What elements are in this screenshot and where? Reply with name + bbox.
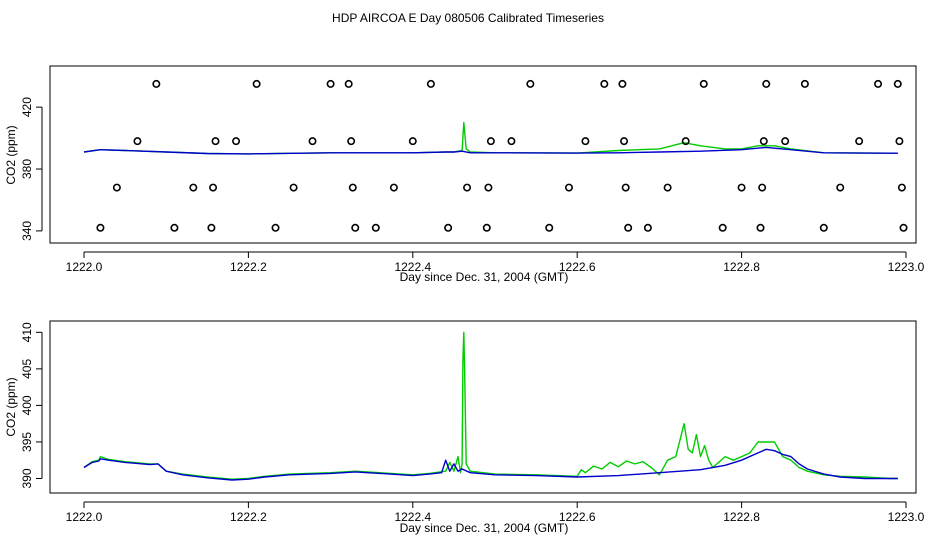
top-marker-point <box>482 223 491 232</box>
top-marker-point <box>718 223 727 232</box>
top-marker-point <box>463 183 472 192</box>
top-panel: 1222.0 1222.2 1222.4 1222.6 1222.8 1223.0 340… <box>4 65 925 284</box>
top-marker-point <box>758 183 767 192</box>
top-marker-point <box>762 79 771 88</box>
top-marker-point <box>444 223 453 232</box>
bottom-y-axis-label: CO2 (ppm) <box>4 377 18 436</box>
top-marker-point <box>189 183 198 192</box>
top-marker-point <box>351 223 360 232</box>
top-marker-point <box>836 183 845 192</box>
bottom-y-tick-label: 390 <box>20 468 34 488</box>
top-x-tick-label: 1222.4 <box>394 260 431 274</box>
top-marker-point <box>347 137 356 146</box>
top-marker-point <box>819 223 828 232</box>
top-marker-point <box>232 137 241 146</box>
top-marker-point <box>211 137 220 146</box>
bottom-y-tick-label: 395 <box>20 432 34 452</box>
top-marker-point <box>207 223 216 232</box>
top-x-axis: 1222.0 1222.2 1222.4 1222.6 1222.8 1223.0 <box>66 251 925 274</box>
top-marker-point <box>112 183 121 192</box>
top-marker-point <box>170 223 179 232</box>
top-marker-point <box>781 137 790 146</box>
bottom-panel: 1222.0 1222.2 1222.4 1222.6 1222.8 1223.0 390… <box>4 320 925 535</box>
bottom-y-axis: 390 395 400 405 410 <box>20 322 43 489</box>
top-marker-point <box>486 137 495 146</box>
top-marker-point <box>326 79 335 88</box>
top-x-tick-label: 1222.0 <box>66 260 103 274</box>
bottom-x-tick-label: 1222.4 <box>394 510 431 524</box>
top-marker-point <box>96 223 105 232</box>
bottom-y-tick-label: 400 <box>20 395 34 415</box>
top-marker-point <box>507 137 516 146</box>
top-marker-point <box>756 223 765 232</box>
top-marker-point <box>643 223 652 232</box>
top-marker-point <box>699 79 708 88</box>
bottom-x-tick-label: 1222.2 <box>230 510 267 524</box>
top-series-blue-line <box>83 146 898 155</box>
top-y-axis-label: CO2 (ppm) <box>4 125 18 184</box>
top-marker-point <box>389 183 398 192</box>
top-marker-point <box>348 183 357 192</box>
top-marker-point <box>800 79 809 88</box>
top-marker-point <box>526 79 535 88</box>
top-marker-point <box>620 137 629 146</box>
top-marker-point <box>484 183 493 192</box>
top-marker-point <box>252 79 261 88</box>
top-series-group <box>83 121 898 155</box>
top-marker-point <box>289 183 298 192</box>
bottom-x-axis: 1222.0 1222.2 1222.4 1222.6 1222.8 1223.0 <box>66 501 925 524</box>
bottom-series-blue-line <box>83 448 898 481</box>
top-marker-point <box>618 79 627 88</box>
figure-title: HDP AIRCOA E Day 080506 Calibrated Times… <box>332 11 604 25</box>
top-x-tick-label: 1223.0 <box>888 260 925 274</box>
top-y-tick-label: 420 <box>20 97 34 117</box>
top-marker-point <box>344 79 353 88</box>
bottom-x-tick-label: 1223.0 <box>888 510 925 524</box>
top-marker-point <box>408 137 417 146</box>
top-plot-frame <box>49 65 917 244</box>
top-marker-point <box>893 79 902 88</box>
bottom-plot-frame <box>49 320 917 494</box>
bottom-x-tick-label: 1222.8 <box>723 510 760 524</box>
top-marker-point <box>545 223 554 232</box>
top-y-axis: 340 380 420 <box>20 97 43 241</box>
bottom-y-tick-label: 405 <box>20 359 34 379</box>
top-y-tick-label: 340 <box>20 221 34 241</box>
top-x-tick-label: 1222.6 <box>559 260 596 274</box>
top-marker-point <box>564 183 573 192</box>
top-x-axis-label: Day since Dec. 31, 2004 (GMT) <box>400 270 569 284</box>
top-marker-point <box>759 137 768 146</box>
top-marker-point <box>308 137 317 146</box>
top-marker-point <box>737 183 746 192</box>
bottom-y-tick-label: 410 <box>20 322 34 342</box>
top-marker-point <box>426 79 435 88</box>
bottom-series-green-line <box>83 331 898 480</box>
top-marker-point <box>600 79 609 88</box>
top-marker-point <box>581 137 590 146</box>
top-marker-point <box>874 79 883 88</box>
top-marker-point <box>624 223 633 232</box>
top-marker-point <box>209 183 218 192</box>
top-marker-point <box>855 137 864 146</box>
top-marker-point <box>681 137 690 146</box>
top-marker-point <box>663 183 672 192</box>
top-marker-point <box>371 223 380 232</box>
top-marker-point <box>271 223 280 232</box>
top-marker-group <box>96 79 908 232</box>
top-marker-point <box>152 79 161 88</box>
bottom-x-tick-label: 1222.6 <box>559 510 596 524</box>
bottom-series-group <box>83 331 898 481</box>
bottom-x-tick-label: 1222.0 <box>66 510 103 524</box>
top-marker-point <box>621 183 630 192</box>
top-marker-point <box>133 137 142 146</box>
top-x-tick-label: 1222.2 <box>230 260 267 274</box>
top-x-tick-label: 1222.8 <box>723 260 760 274</box>
top-marker-point <box>899 223 908 232</box>
bottom-x-axis-label: Day since Dec. 31, 2004 (GMT) <box>400 521 569 535</box>
top-y-tick-label: 380 <box>20 159 34 179</box>
top-marker-point <box>897 183 906 192</box>
top-marker-point <box>895 137 904 146</box>
